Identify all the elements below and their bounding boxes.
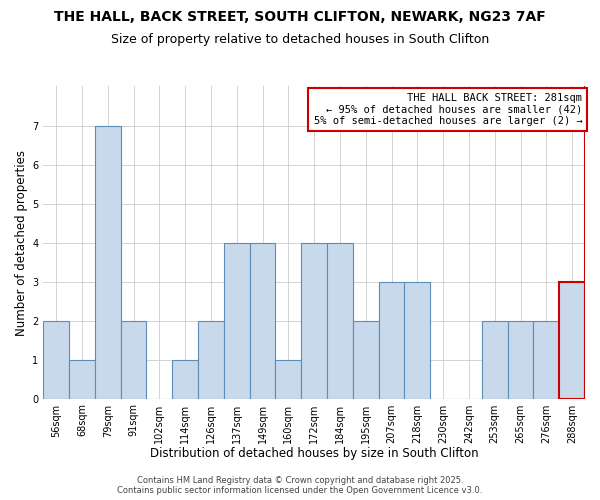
Bar [301,242,327,398]
Text: THE HALL BACK STREET: 281sqm
← 95% of detached houses are smaller (42)
5% of sem: THE HALL BACK STREET: 281sqm ← 95% of de… [314,92,582,126]
Bar [353,320,379,398]
X-axis label: Distribution of detached houses by size in South Clifton: Distribution of detached houses by size … [150,447,478,460]
Bar [482,320,508,398]
Bar [327,242,353,398]
Bar [379,282,404,399]
Bar [275,360,301,399]
Y-axis label: Number of detached properties: Number of detached properties [15,150,28,336]
Text: THE HALL, BACK STREET, SOUTH CLIFTON, NEWARK, NG23 7AF: THE HALL, BACK STREET, SOUTH CLIFTON, NE… [54,10,546,24]
Bar [508,320,533,398]
Bar [198,320,224,398]
Bar [172,360,198,399]
Bar [404,282,430,399]
Bar [43,320,69,398]
Bar [533,320,559,398]
Bar [559,282,585,399]
Bar [250,242,275,398]
Text: Contains HM Land Registry data © Crown copyright and database right 2025.
Contai: Contains HM Land Registry data © Crown c… [118,476,482,495]
Text: Size of property relative to detached houses in South Clifton: Size of property relative to detached ho… [111,32,489,46]
Bar [69,360,95,399]
Bar [121,320,146,398]
Bar [95,126,121,398]
Bar [224,242,250,398]
